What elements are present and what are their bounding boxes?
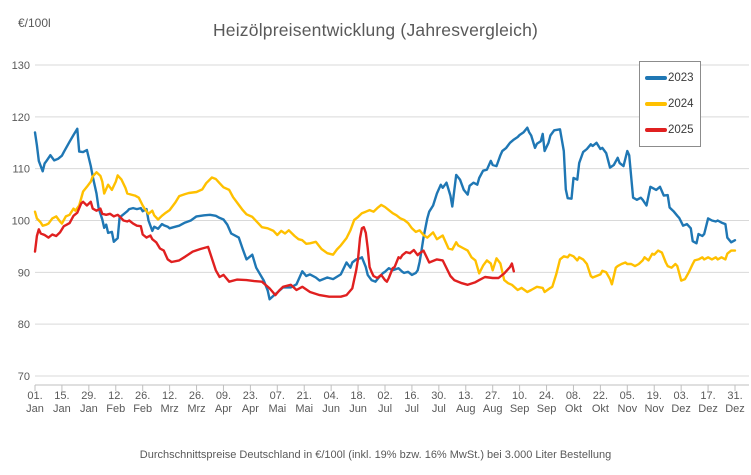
svg-text:08.: 08. xyxy=(566,390,581,402)
svg-text:110: 110 xyxy=(12,164,30,176)
svg-text:Jan: Jan xyxy=(53,403,71,415)
svg-text:Mai: Mai xyxy=(295,403,313,415)
svg-text:Sep: Sep xyxy=(537,403,557,415)
svg-text:Jul: Jul xyxy=(405,403,419,415)
series-line-2024 xyxy=(33,171,737,294)
svg-text:09.: 09. xyxy=(216,390,231,402)
svg-text:80: 80 xyxy=(18,319,30,331)
legend-label-2024: 2024 xyxy=(668,98,694,110)
legend-label-2023: 2023 xyxy=(668,72,694,84)
svg-text:Aug: Aug xyxy=(456,403,476,415)
svg-text:Jul: Jul xyxy=(378,403,392,415)
svg-text:01.: 01. xyxy=(27,390,42,402)
svg-text:31.: 31. xyxy=(727,390,742,402)
svg-text:24.: 24. xyxy=(539,390,554,402)
line-chart-plot: 70809010011012013001.Jan15.Jan29.Jan12.F… xyxy=(12,60,749,415)
svg-text:27.: 27. xyxy=(485,390,500,402)
svg-text:12.: 12. xyxy=(162,390,177,402)
svg-text:Apr: Apr xyxy=(242,403,259,415)
svg-text:30.: 30. xyxy=(431,390,446,402)
svg-text:04.: 04. xyxy=(324,390,339,402)
y-gridlines xyxy=(35,64,749,377)
footer-caption: Durchschnittspreise Deutschland in €/100… xyxy=(139,449,612,461)
legend-item-2025: 2025 xyxy=(640,117,700,143)
svg-text:70: 70 xyxy=(18,371,30,383)
series-line-2023 xyxy=(33,126,737,301)
svg-text:23.: 23. xyxy=(243,390,258,402)
svg-text:Feb: Feb xyxy=(106,403,125,415)
x-axis xyxy=(34,384,749,391)
svg-text:Nov: Nov xyxy=(618,403,638,415)
svg-text:07.: 07. xyxy=(270,390,285,402)
series-line-2025 xyxy=(33,200,515,298)
svg-text:26.: 26. xyxy=(189,390,204,402)
svg-text:03.: 03. xyxy=(674,390,689,402)
svg-text:10.: 10. xyxy=(512,390,527,402)
svg-text:18.: 18. xyxy=(350,390,365,402)
svg-text:02.: 02. xyxy=(377,390,392,402)
svg-text:15.: 15. xyxy=(54,390,69,402)
y-axis-unit-label: €/100l xyxy=(18,16,51,30)
legend-label-2025: 2025 xyxy=(668,124,694,136)
svg-text:Nov: Nov xyxy=(644,403,664,415)
svg-text:Mrz: Mrz xyxy=(187,403,205,415)
svg-text:19.: 19. xyxy=(647,390,662,402)
chart-title: Heizölpreisentwicklung (Jahresvergleich) xyxy=(212,20,539,40)
svg-text:Jul: Jul xyxy=(432,403,446,415)
svg-text:16.: 16. xyxy=(404,390,419,402)
svg-text:05.: 05. xyxy=(620,390,635,402)
legend-swatch-2024-line xyxy=(645,102,667,106)
svg-text:Jun: Jun xyxy=(349,403,367,415)
svg-text:Jan: Jan xyxy=(80,403,98,415)
svg-text:Sep: Sep xyxy=(510,403,530,415)
svg-text:Feb: Feb xyxy=(133,403,152,415)
svg-text:Dez: Dez xyxy=(725,403,745,415)
svg-text:90: 90 xyxy=(18,267,30,279)
y-axis-labels: 70 80 90 100 110 120 130 xyxy=(12,60,30,383)
svg-text:Apr: Apr xyxy=(215,403,232,415)
svg-text:13.: 13. xyxy=(458,390,473,402)
svg-text:Mai: Mai xyxy=(268,403,286,415)
legend-swatch-2023-line xyxy=(645,76,667,80)
svg-text:Dez: Dez xyxy=(698,403,718,415)
svg-text:Okt: Okt xyxy=(565,403,582,415)
legend-item-2024: 2024 xyxy=(640,91,700,117)
svg-text:29.: 29. xyxy=(81,390,96,402)
svg-text:120: 120 xyxy=(12,112,30,124)
legend-item-2023: 2023 xyxy=(640,65,700,91)
x-axis-labels: 01.Jan15.Jan29.Jan12.Feb26.Feb12.Mrz26.M… xyxy=(26,390,745,415)
svg-text:Dez: Dez xyxy=(671,403,691,415)
svg-text:Okt: Okt xyxy=(592,403,609,415)
svg-text:Jan: Jan xyxy=(26,403,44,415)
svg-text:21.: 21. xyxy=(297,390,312,402)
svg-text:100: 100 xyxy=(12,216,30,228)
svg-text:22.: 22. xyxy=(593,390,608,402)
svg-text:Jun: Jun xyxy=(322,403,340,415)
svg-text:12.: 12. xyxy=(108,390,123,402)
chart-legend: 2023 2024 2025 xyxy=(639,61,701,147)
legend-swatch-2025-line xyxy=(645,128,667,132)
svg-text:Aug: Aug xyxy=(483,403,503,415)
svg-text:Mrz: Mrz xyxy=(160,403,178,415)
svg-text:26.: 26. xyxy=(135,390,150,402)
svg-text:17.: 17. xyxy=(700,390,715,402)
svg-text:130: 130 xyxy=(12,60,30,72)
